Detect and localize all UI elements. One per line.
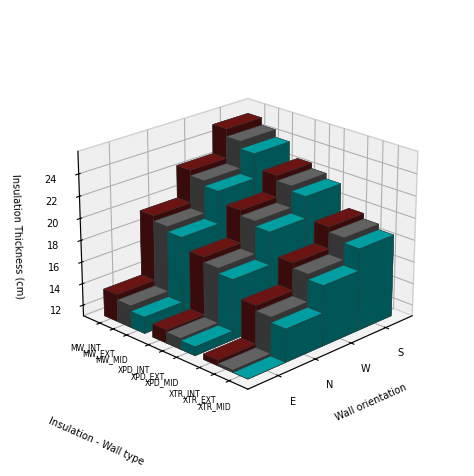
X-axis label: Wall orientation: Wall orientation: [333, 381, 408, 422]
Y-axis label: Insulation - Wall type: Insulation - Wall type: [47, 415, 146, 466]
